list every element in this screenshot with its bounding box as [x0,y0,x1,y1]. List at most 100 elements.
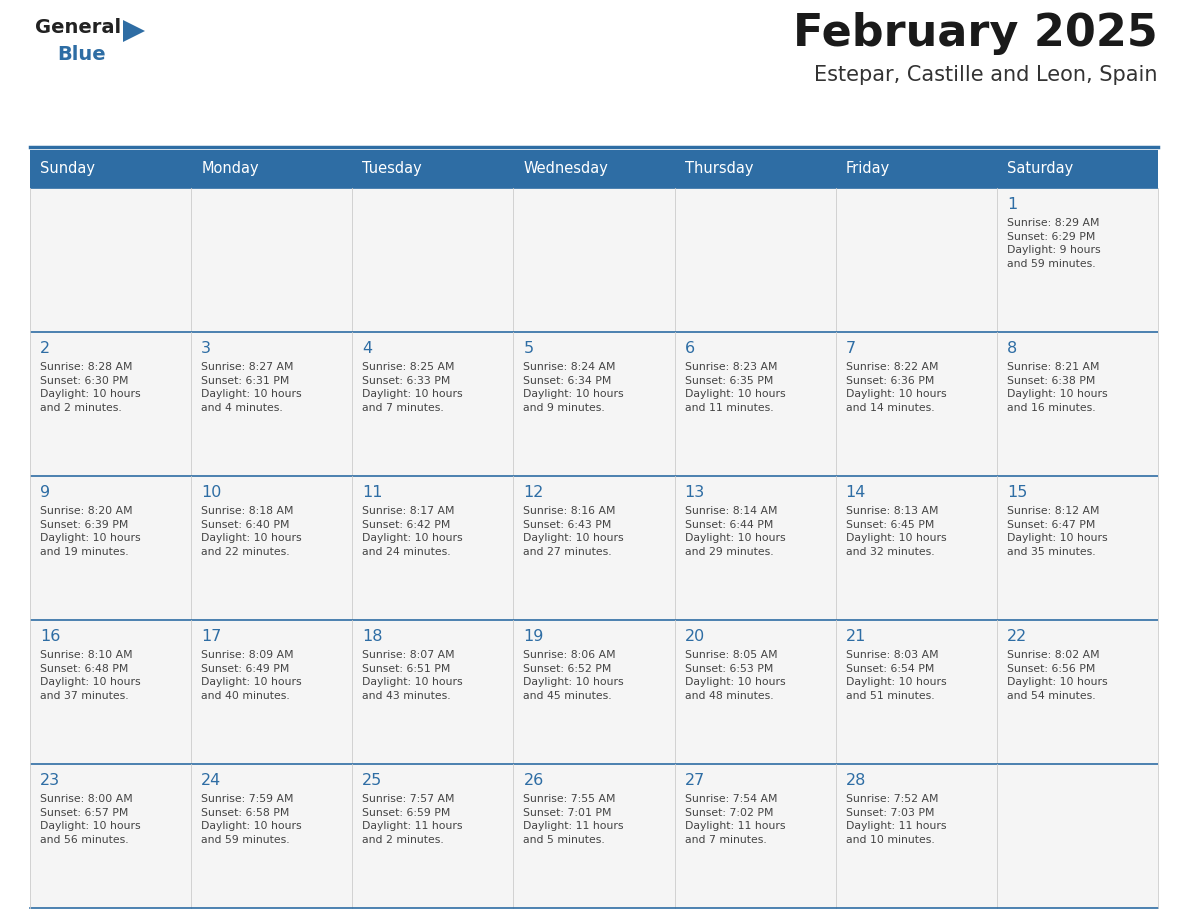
Text: Sunrise: 8:16 AM
Sunset: 6:43 PM
Daylight: 10 hours
and 27 minutes.: Sunrise: 8:16 AM Sunset: 6:43 PM Dayligh… [524,506,624,557]
Bar [353,620,513,764]
Text: Sunrise: 8:22 AM
Sunset: 6:36 PM
Daylight: 10 hours
and 14 minutes.: Sunrise: 8:22 AM Sunset: 6:36 PM Dayligh… [846,362,947,413]
Text: Sunrise: 8:14 AM
Sunset: 6:44 PM
Daylight: 10 hours
and 29 minutes.: Sunrise: 8:14 AM Sunset: 6:44 PM Dayligh… [684,506,785,557]
Text: Sunday: Sunday [40,162,95,176]
Text: Sunrise: 8:10 AM
Sunset: 6:48 PM
Daylight: 10 hours
and 37 minutes.: Sunrise: 8:10 AM Sunset: 6:48 PM Dayligh… [40,650,140,700]
Bar [835,188,997,332]
Text: Sunrise: 8:24 AM
Sunset: 6:34 PM
Daylight: 10 hours
and 9 minutes.: Sunrise: 8:24 AM Sunset: 6:34 PM Dayligh… [524,362,624,413]
Text: Blue: Blue [57,45,106,64]
Text: 3: 3 [201,341,211,356]
Text: 18: 18 [362,629,383,644]
Bar [997,188,1158,332]
Text: 8: 8 [1007,341,1017,356]
Bar [835,620,997,764]
Text: 25: 25 [362,773,383,788]
Text: 13: 13 [684,485,704,500]
Bar [191,150,353,188]
Bar [353,188,513,332]
Text: Sunrise: 8:27 AM
Sunset: 6:31 PM
Daylight: 10 hours
and 4 minutes.: Sunrise: 8:27 AM Sunset: 6:31 PM Dayligh… [201,362,302,413]
Bar [997,332,1158,476]
Text: 9: 9 [40,485,50,500]
Text: Sunrise: 8:13 AM
Sunset: 6:45 PM
Daylight: 10 hours
and 32 minutes.: Sunrise: 8:13 AM Sunset: 6:45 PM Dayligh… [846,506,947,557]
Bar [675,764,835,908]
Bar [997,764,1158,908]
Bar [835,764,997,908]
Text: 10: 10 [201,485,221,500]
Bar [513,332,675,476]
Bar [675,188,835,332]
Text: 14: 14 [846,485,866,500]
Text: Sunrise: 8:21 AM
Sunset: 6:38 PM
Daylight: 10 hours
and 16 minutes.: Sunrise: 8:21 AM Sunset: 6:38 PM Dayligh… [1007,362,1107,413]
Text: Sunrise: 8:09 AM
Sunset: 6:49 PM
Daylight: 10 hours
and 40 minutes.: Sunrise: 8:09 AM Sunset: 6:49 PM Dayligh… [201,650,302,700]
Bar [30,188,191,332]
Bar [353,764,513,908]
Text: 20: 20 [684,629,704,644]
Text: Sunrise: 7:52 AM
Sunset: 7:03 PM
Daylight: 11 hours
and 10 minutes.: Sunrise: 7:52 AM Sunset: 7:03 PM Dayligh… [846,794,946,845]
Bar [835,476,997,620]
Text: 17: 17 [201,629,221,644]
Text: Sunrise: 7:54 AM
Sunset: 7:02 PM
Daylight: 11 hours
and 7 minutes.: Sunrise: 7:54 AM Sunset: 7:02 PM Dayligh… [684,794,785,845]
Text: Sunrise: 8:25 AM
Sunset: 6:33 PM
Daylight: 10 hours
and 7 minutes.: Sunrise: 8:25 AM Sunset: 6:33 PM Dayligh… [362,362,463,413]
Bar [513,188,675,332]
Bar [191,620,353,764]
Bar [353,476,513,620]
Bar [835,332,997,476]
Text: Tuesday: Tuesday [362,162,422,176]
Text: 23: 23 [40,773,61,788]
Bar [30,150,191,188]
Text: 7: 7 [846,341,855,356]
Text: Sunrise: 8:12 AM
Sunset: 6:47 PM
Daylight: 10 hours
and 35 minutes.: Sunrise: 8:12 AM Sunset: 6:47 PM Dayligh… [1007,506,1107,557]
Text: Sunrise: 8:28 AM
Sunset: 6:30 PM
Daylight: 10 hours
and 2 minutes.: Sunrise: 8:28 AM Sunset: 6:30 PM Dayligh… [40,362,140,413]
Text: 24: 24 [201,773,221,788]
Text: 27: 27 [684,773,704,788]
Text: 2: 2 [40,341,50,356]
Text: 22: 22 [1007,629,1028,644]
Text: 15: 15 [1007,485,1028,500]
Bar [675,150,835,188]
Text: Sunrise: 8:07 AM
Sunset: 6:51 PM
Daylight: 10 hours
and 43 minutes.: Sunrise: 8:07 AM Sunset: 6:51 PM Dayligh… [362,650,463,700]
Text: February 2025: February 2025 [794,12,1158,55]
Polygon shape [124,20,145,42]
Text: Estepar, Castille and Leon, Spain: Estepar, Castille and Leon, Spain [815,65,1158,85]
Bar [513,476,675,620]
Bar [30,764,191,908]
Bar [513,620,675,764]
Text: Sunrise: 7:57 AM
Sunset: 6:59 PM
Daylight: 11 hours
and 2 minutes.: Sunrise: 7:57 AM Sunset: 6:59 PM Dayligh… [362,794,463,845]
Bar [191,188,353,332]
Text: Wednesday: Wednesday [524,162,608,176]
Text: Sunrise: 8:06 AM
Sunset: 6:52 PM
Daylight: 10 hours
and 45 minutes.: Sunrise: 8:06 AM Sunset: 6:52 PM Dayligh… [524,650,624,700]
Text: 1: 1 [1007,197,1017,212]
Text: 5: 5 [524,341,533,356]
Bar [353,332,513,476]
Text: Sunrise: 7:59 AM
Sunset: 6:58 PM
Daylight: 10 hours
and 59 minutes.: Sunrise: 7:59 AM Sunset: 6:58 PM Dayligh… [201,794,302,845]
Bar [191,476,353,620]
Text: Sunrise: 8:17 AM
Sunset: 6:42 PM
Daylight: 10 hours
and 24 minutes.: Sunrise: 8:17 AM Sunset: 6:42 PM Dayligh… [362,506,463,557]
Bar [30,332,191,476]
Text: 6: 6 [684,341,695,356]
Text: Friday: Friday [846,162,890,176]
Text: Sunrise: 8:23 AM
Sunset: 6:35 PM
Daylight: 10 hours
and 11 minutes.: Sunrise: 8:23 AM Sunset: 6:35 PM Dayligh… [684,362,785,413]
Bar [997,150,1158,188]
Text: Sunrise: 8:20 AM
Sunset: 6:39 PM
Daylight: 10 hours
and 19 minutes.: Sunrise: 8:20 AM Sunset: 6:39 PM Dayligh… [40,506,140,557]
Text: 12: 12 [524,485,544,500]
Text: 21: 21 [846,629,866,644]
Text: 28: 28 [846,773,866,788]
Text: 11: 11 [362,485,383,500]
Text: Sunrise: 8:02 AM
Sunset: 6:56 PM
Daylight: 10 hours
and 54 minutes.: Sunrise: 8:02 AM Sunset: 6:56 PM Dayligh… [1007,650,1107,700]
Bar [30,620,191,764]
Bar [675,476,835,620]
Text: Sunrise: 8:29 AM
Sunset: 6:29 PM
Daylight: 9 hours
and 59 minutes.: Sunrise: 8:29 AM Sunset: 6:29 PM Dayligh… [1007,218,1100,269]
Bar [675,620,835,764]
Bar [191,332,353,476]
Bar [513,764,675,908]
Bar [353,150,513,188]
Text: 26: 26 [524,773,544,788]
Text: Sunrise: 8:03 AM
Sunset: 6:54 PM
Daylight: 10 hours
and 51 minutes.: Sunrise: 8:03 AM Sunset: 6:54 PM Dayligh… [846,650,947,700]
Bar [191,764,353,908]
Bar [997,476,1158,620]
Text: Saturday: Saturday [1007,162,1073,176]
Text: Sunrise: 8:00 AM
Sunset: 6:57 PM
Daylight: 10 hours
and 56 minutes.: Sunrise: 8:00 AM Sunset: 6:57 PM Dayligh… [40,794,140,845]
Text: 19: 19 [524,629,544,644]
Text: 4: 4 [362,341,372,356]
Bar [30,476,191,620]
Text: General: General [34,18,121,37]
